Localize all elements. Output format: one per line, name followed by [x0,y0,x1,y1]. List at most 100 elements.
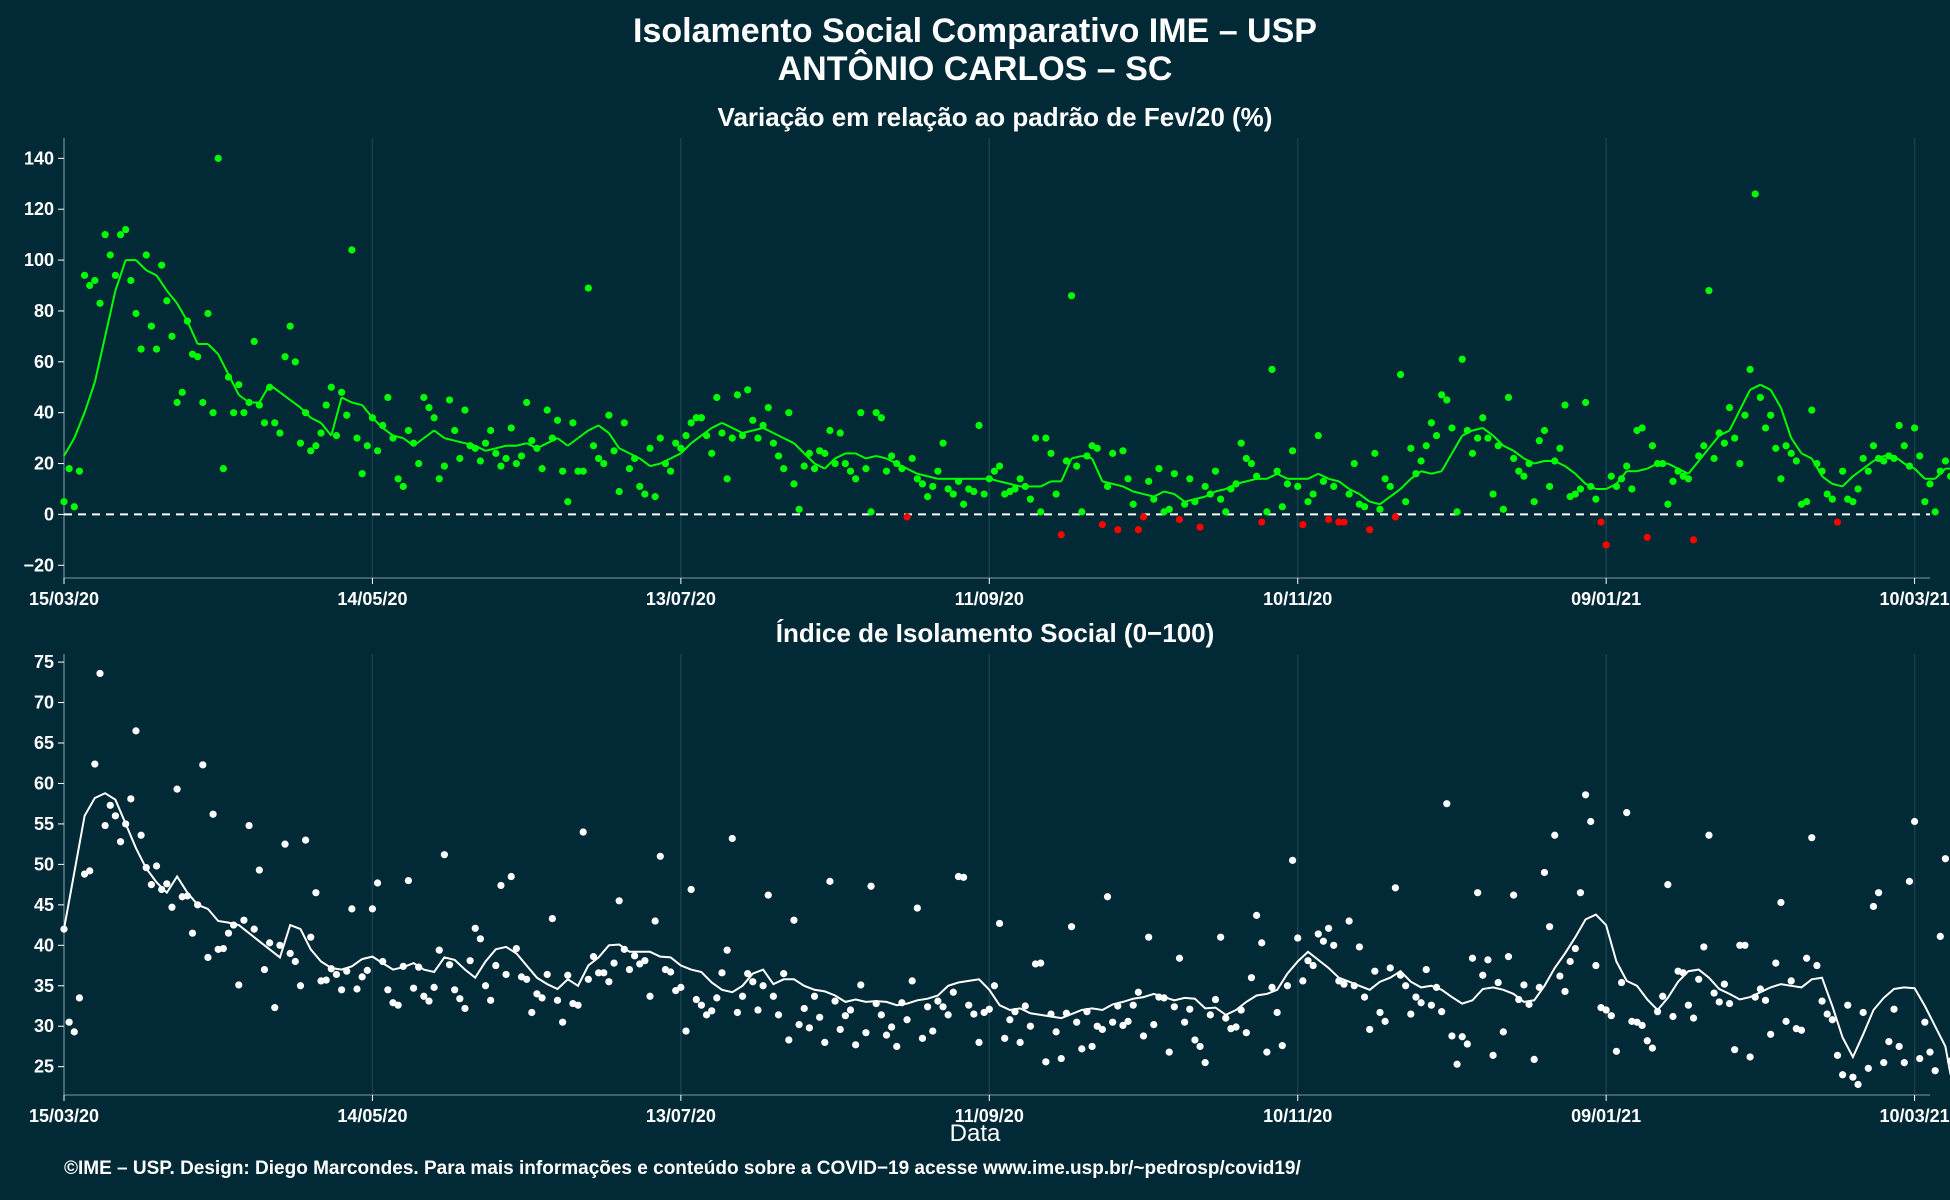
data-point [245,398,253,407]
data-point [1371,967,1379,975]
data-point [1330,482,1338,491]
data-point [1083,452,1091,460]
data-point [173,785,181,793]
data-point [636,960,644,968]
data-point [1258,939,1266,947]
data-point [728,434,736,442]
data-point [882,467,891,475]
x-tick-label: 15/03/20 [29,589,99,609]
data-point [713,393,721,402]
data-point [1540,868,1549,877]
data-point [1787,449,1795,457]
trend-line-segment [423,429,435,439]
trend-line-segment [1040,480,1052,488]
data-point [497,462,505,470]
data-point [1905,462,1914,470]
data-point [1124,475,1132,483]
data-point [384,393,392,402]
data-point [672,439,680,447]
data-point [595,454,603,463]
data-point [101,821,109,830]
y-tick-label: 60 [34,773,54,793]
trend-line-segment [104,290,117,337]
data-point [682,431,690,440]
data-point [661,459,670,468]
data-point [1402,498,1410,506]
data-point [744,970,752,978]
data-point [1314,930,1322,938]
data-point [152,345,161,353]
data-point [1237,1006,1245,1014]
trend-line-segment [1852,467,1864,478]
data-point [142,864,150,872]
data-point [194,901,202,909]
data-point [810,465,819,473]
data-point [589,953,598,961]
trend-line-segment [1708,434,1721,449]
data-point [219,465,227,473]
trend-line-segment [762,427,774,434]
trend-line-segment [444,437,455,442]
data-point [420,992,428,1000]
trend-line-segment [1420,470,1432,475]
data-point [1890,1005,1898,1013]
trend-line-segment [1060,458,1073,482]
data-point [1813,961,1821,970]
data-point [795,1021,803,1029]
trend-line-segment [577,429,589,439]
data-point [230,921,238,929]
data-point [1242,454,1250,463]
data-point [420,393,428,402]
data-point [1941,457,1950,465]
trend-line-segment [1749,383,1761,391]
data-point [1366,526,1374,534]
x-tick-label: 10/03/21 [1880,589,1950,609]
data-point [754,1006,762,1014]
data-point [1679,969,1687,977]
data-point [857,981,865,989]
data-point [738,431,747,440]
data-point [1083,1008,1091,1016]
x-axis-label: Data [949,1120,1001,1147]
data-point [1684,475,1692,483]
data-point [394,1001,402,1009]
data-point [291,358,299,366]
data-point [188,929,197,937]
data-point [1710,989,1718,997]
data-point [1633,1018,1641,1026]
data-point [1314,431,1322,440]
trend-line-segment [1440,452,1453,472]
data-point [1736,459,1744,468]
data-point [122,820,130,828]
data-point [389,434,397,442]
trend-line-segment [485,447,497,452]
data-point [744,386,752,394]
data-point [1576,485,1585,493]
data-point [1751,993,1759,1001]
data-point [1931,1067,1939,1075]
data-point [209,409,217,417]
trend-line-segment [690,434,703,445]
data-point [1386,964,1394,972]
data-point [929,1027,937,1035]
data-point [1818,997,1826,1005]
data-point [1844,1001,1852,1009]
data-point [1453,1060,1461,1068]
data-point [1612,1047,1621,1055]
data-point [1422,442,1430,450]
data-point [199,398,207,407]
data-point [1288,447,1297,455]
data-point [1767,411,1775,419]
data-point [759,421,767,429]
data-point [1797,1026,1806,1034]
data-point [353,434,361,442]
data-point [852,1041,860,1049]
data-point [1808,406,1816,414]
data-point [610,447,618,455]
data-point [692,414,700,422]
data-point [965,1001,973,1009]
data-point [1905,877,1914,885]
data-point [538,994,546,1002]
data-point [553,996,562,1004]
trend-line-segment [1862,460,1875,470]
